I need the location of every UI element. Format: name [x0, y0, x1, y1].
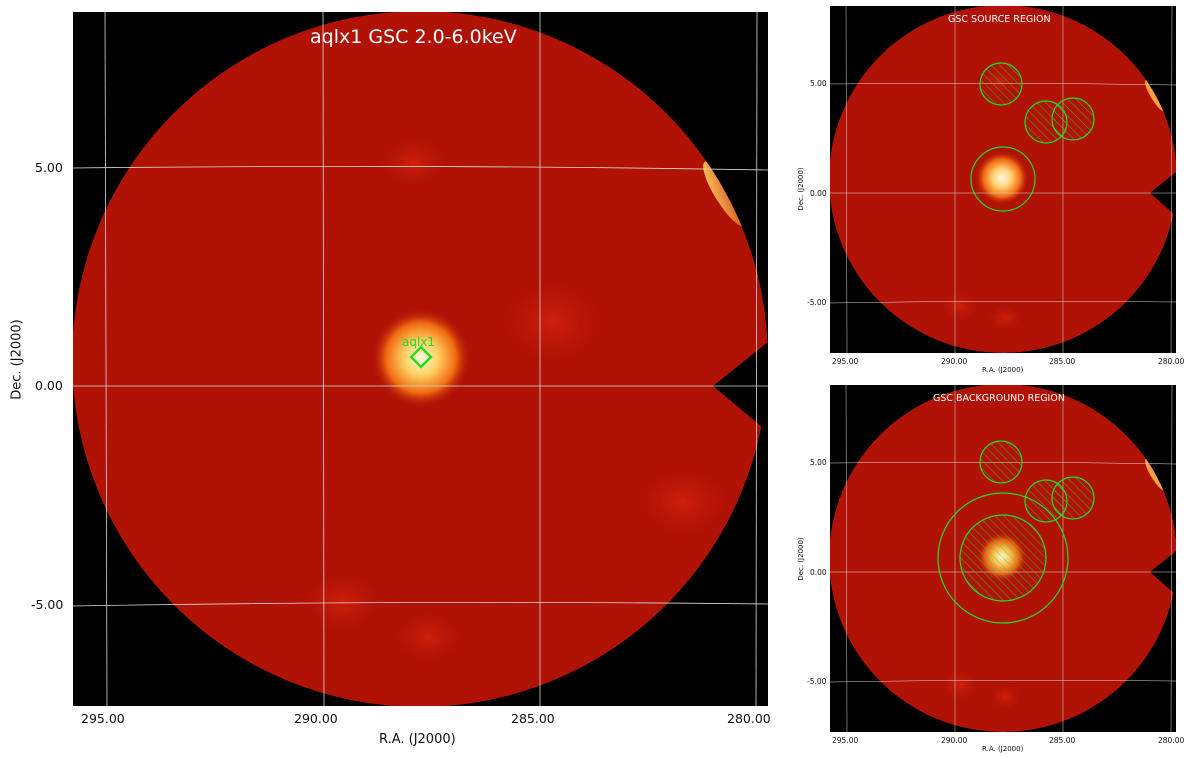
main-sky-image[interactable]: aqlx1 GSC 2.0-6.0keV aqlx1 [73, 12, 768, 706]
x-tick-label: 290.00 [294, 711, 338, 726]
x-tick-label: 285.00 [1049, 357, 1076, 366]
x-axis-label: R.A. (J2000) [982, 366, 1024, 374]
bright-source [975, 151, 1029, 205]
x-tick-label: 280.00 [727, 711, 771, 726]
x-tick-label: 295.00 [81, 711, 125, 726]
main-sky-svg [73, 12, 768, 706]
source-region-title: GSC SOURCE REGION [948, 14, 1051, 25]
exclusion-region-icon[interactable] [979, 62, 1023, 106]
x-tick-label: 285.00 [1049, 736, 1076, 745]
y-tick-label: 0.00 [35, 378, 63, 393]
bright-source [371, 308, 471, 408]
y-tick-label: 5.00 [810, 79, 827, 88]
background-region-title: GSC BACKGROUND REGION [933, 393, 1065, 404]
y-tick-label: -5.00 [807, 677, 827, 686]
y-tick-label: -5.00 [31, 597, 64, 612]
exclusion-region-icon[interactable] [1051, 97, 1095, 141]
x-tick-label: 295.00 [832, 357, 859, 366]
y-tick-label: 5.00 [810, 458, 827, 467]
background-region-image[interactable]: GSC BACKGROUND REGION [830, 385, 1176, 732]
x-tick-label: 290.00 [941, 357, 968, 366]
x-axis-label: R.A. (J2000) [982, 745, 1024, 753]
exclusion-region-icon[interactable] [1051, 476, 1095, 520]
coordinate-grid [73, 12, 768, 706]
x-tick-label: 280.00 [1158, 357, 1185, 366]
source-marker-icon[interactable] [409, 345, 433, 369]
background-inner-exclusion-icon[interactable] [959, 514, 1047, 602]
background-outer-circle-icon[interactable] [937, 492, 1069, 624]
main-title: aqlx1 GSC 2.0-6.0keV [310, 26, 517, 48]
x-tick-label: 290.00 [941, 736, 968, 745]
x-tick-label: 285.00 [511, 711, 555, 726]
x-axis-label: R.A. (J2000) [379, 732, 456, 747]
y-tick-label: 0.00 [810, 568, 827, 577]
y-axis-label: Dec. (J2000) [797, 537, 805, 581]
y-axis-label: Dec. (J2000) [797, 167, 805, 211]
source-region-circle-icon[interactable] [970, 146, 1036, 212]
x-tick-label: 280.00 [1158, 736, 1185, 745]
source-region-image[interactable]: GSC SOURCE REGION [830, 6, 1176, 353]
exclusion-region-icon[interactable] [979, 440, 1023, 484]
background-region-svg [830, 385, 1176, 732]
source-label: aqlx1 [402, 335, 436, 349]
y-tick-label: -5.00 [807, 298, 827, 307]
x-tick-label: 295.00 [832, 736, 859, 745]
source-region-svg [830, 6, 1176, 353]
y-tick-label: 5.00 [35, 160, 63, 175]
y-tick-label: 0.00 [810, 189, 827, 198]
y-axis-label: Dec. (J2000) [9, 319, 25, 400]
